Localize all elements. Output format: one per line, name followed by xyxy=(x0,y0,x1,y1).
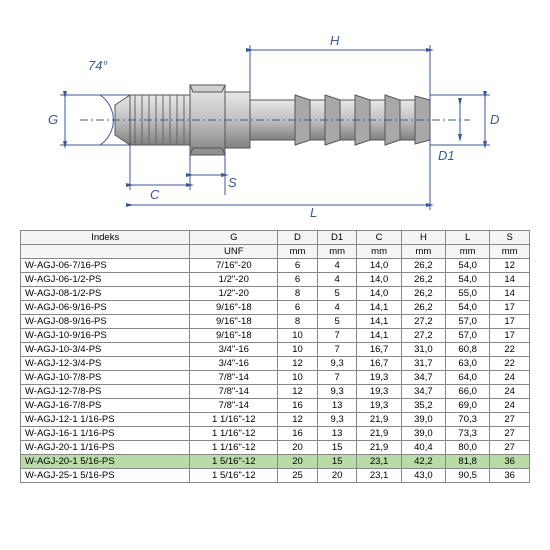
table-row: W-AGJ-12-7/8-PS7/8"-14129,319,334,766,02… xyxy=(21,385,530,399)
dim-S: S xyxy=(228,175,237,190)
table-row: W-AGJ-25-1 5/16-PS1 5/16"-12252023,143,0… xyxy=(21,469,530,483)
table-row: W-AGJ-12-1 1/16-PS1 1/16"-12129,321,939,… xyxy=(21,413,530,427)
dim-D: D xyxy=(490,112,499,127)
table-row: W-AGJ-10-3/4-PS3/4"-1610716,731,060,822 xyxy=(21,343,530,357)
col-unit: mm xyxy=(278,245,318,259)
col-header: D1 xyxy=(317,231,357,245)
table-row: W-AGJ-16-1 1/16-PS1 1/16"-12161321,939,0… xyxy=(21,427,530,441)
col-unit xyxy=(21,245,190,259)
col-unit: mm xyxy=(490,245,530,259)
col-header: G xyxy=(190,231,278,245)
table-row: W-AGJ-06-9/16-PS9/16"-186414,126,254,017 xyxy=(21,301,530,315)
col-header: C xyxy=(357,231,401,245)
fitting-diagram: H C S L G D D1 74° xyxy=(0,0,550,230)
dim-D1: D1 xyxy=(438,148,455,163)
table-row: W-AGJ-06-7/16-PS7/16"-206414,026,254,012 xyxy=(21,259,530,273)
dim-H: H xyxy=(330,33,339,48)
col-unit: mm xyxy=(401,245,445,259)
col-header: L xyxy=(446,231,490,245)
spec-table: IndeksGDD1CHLSUNFmmmmmmmmmmmm W-AGJ-06-7… xyxy=(20,230,530,483)
col-unit: mm xyxy=(357,245,401,259)
dim-G: G xyxy=(48,112,58,127)
table-row: W-AGJ-06-1/2-PS1/2"-206414,026,254,014 xyxy=(21,273,530,287)
col-header: H xyxy=(401,231,445,245)
table-row: W-AGJ-20-1 5/16-PS1 5/16"-12201523,142,2… xyxy=(21,455,530,469)
table-row: W-AGJ-10-7/8-PS7/8"-1410719,334,764,024 xyxy=(21,371,530,385)
col-unit: mm xyxy=(317,245,357,259)
table-row: W-AGJ-08-1/2-PS1/2"-208514,026,255,014 xyxy=(21,287,530,301)
table-row: W-AGJ-10-9/16-PS9/16"-1810714,127,257,01… xyxy=(21,329,530,343)
dim-C: C xyxy=(150,187,159,202)
dim-angle: 74° xyxy=(88,58,108,73)
table-row: W-AGJ-12-3/4-PS3/4"-16129,316,731,763,02… xyxy=(21,357,530,371)
col-unit: mm xyxy=(446,245,490,259)
dim-L: L xyxy=(310,205,317,220)
col-header: D xyxy=(278,231,318,245)
table-row: W-AGJ-16-7/8-PS7/8"-14161319,335,269,024 xyxy=(21,399,530,413)
col-header: S xyxy=(490,231,530,245)
col-header: Indeks xyxy=(21,231,190,245)
table-row: W-AGJ-08-9/16-PS9/16"-188514,127,257,017 xyxy=(21,315,530,329)
table-row: W-AGJ-20-1 1/16-PS1 1/16"-12201521,940,4… xyxy=(21,441,530,455)
col-unit: UNF xyxy=(190,245,278,259)
